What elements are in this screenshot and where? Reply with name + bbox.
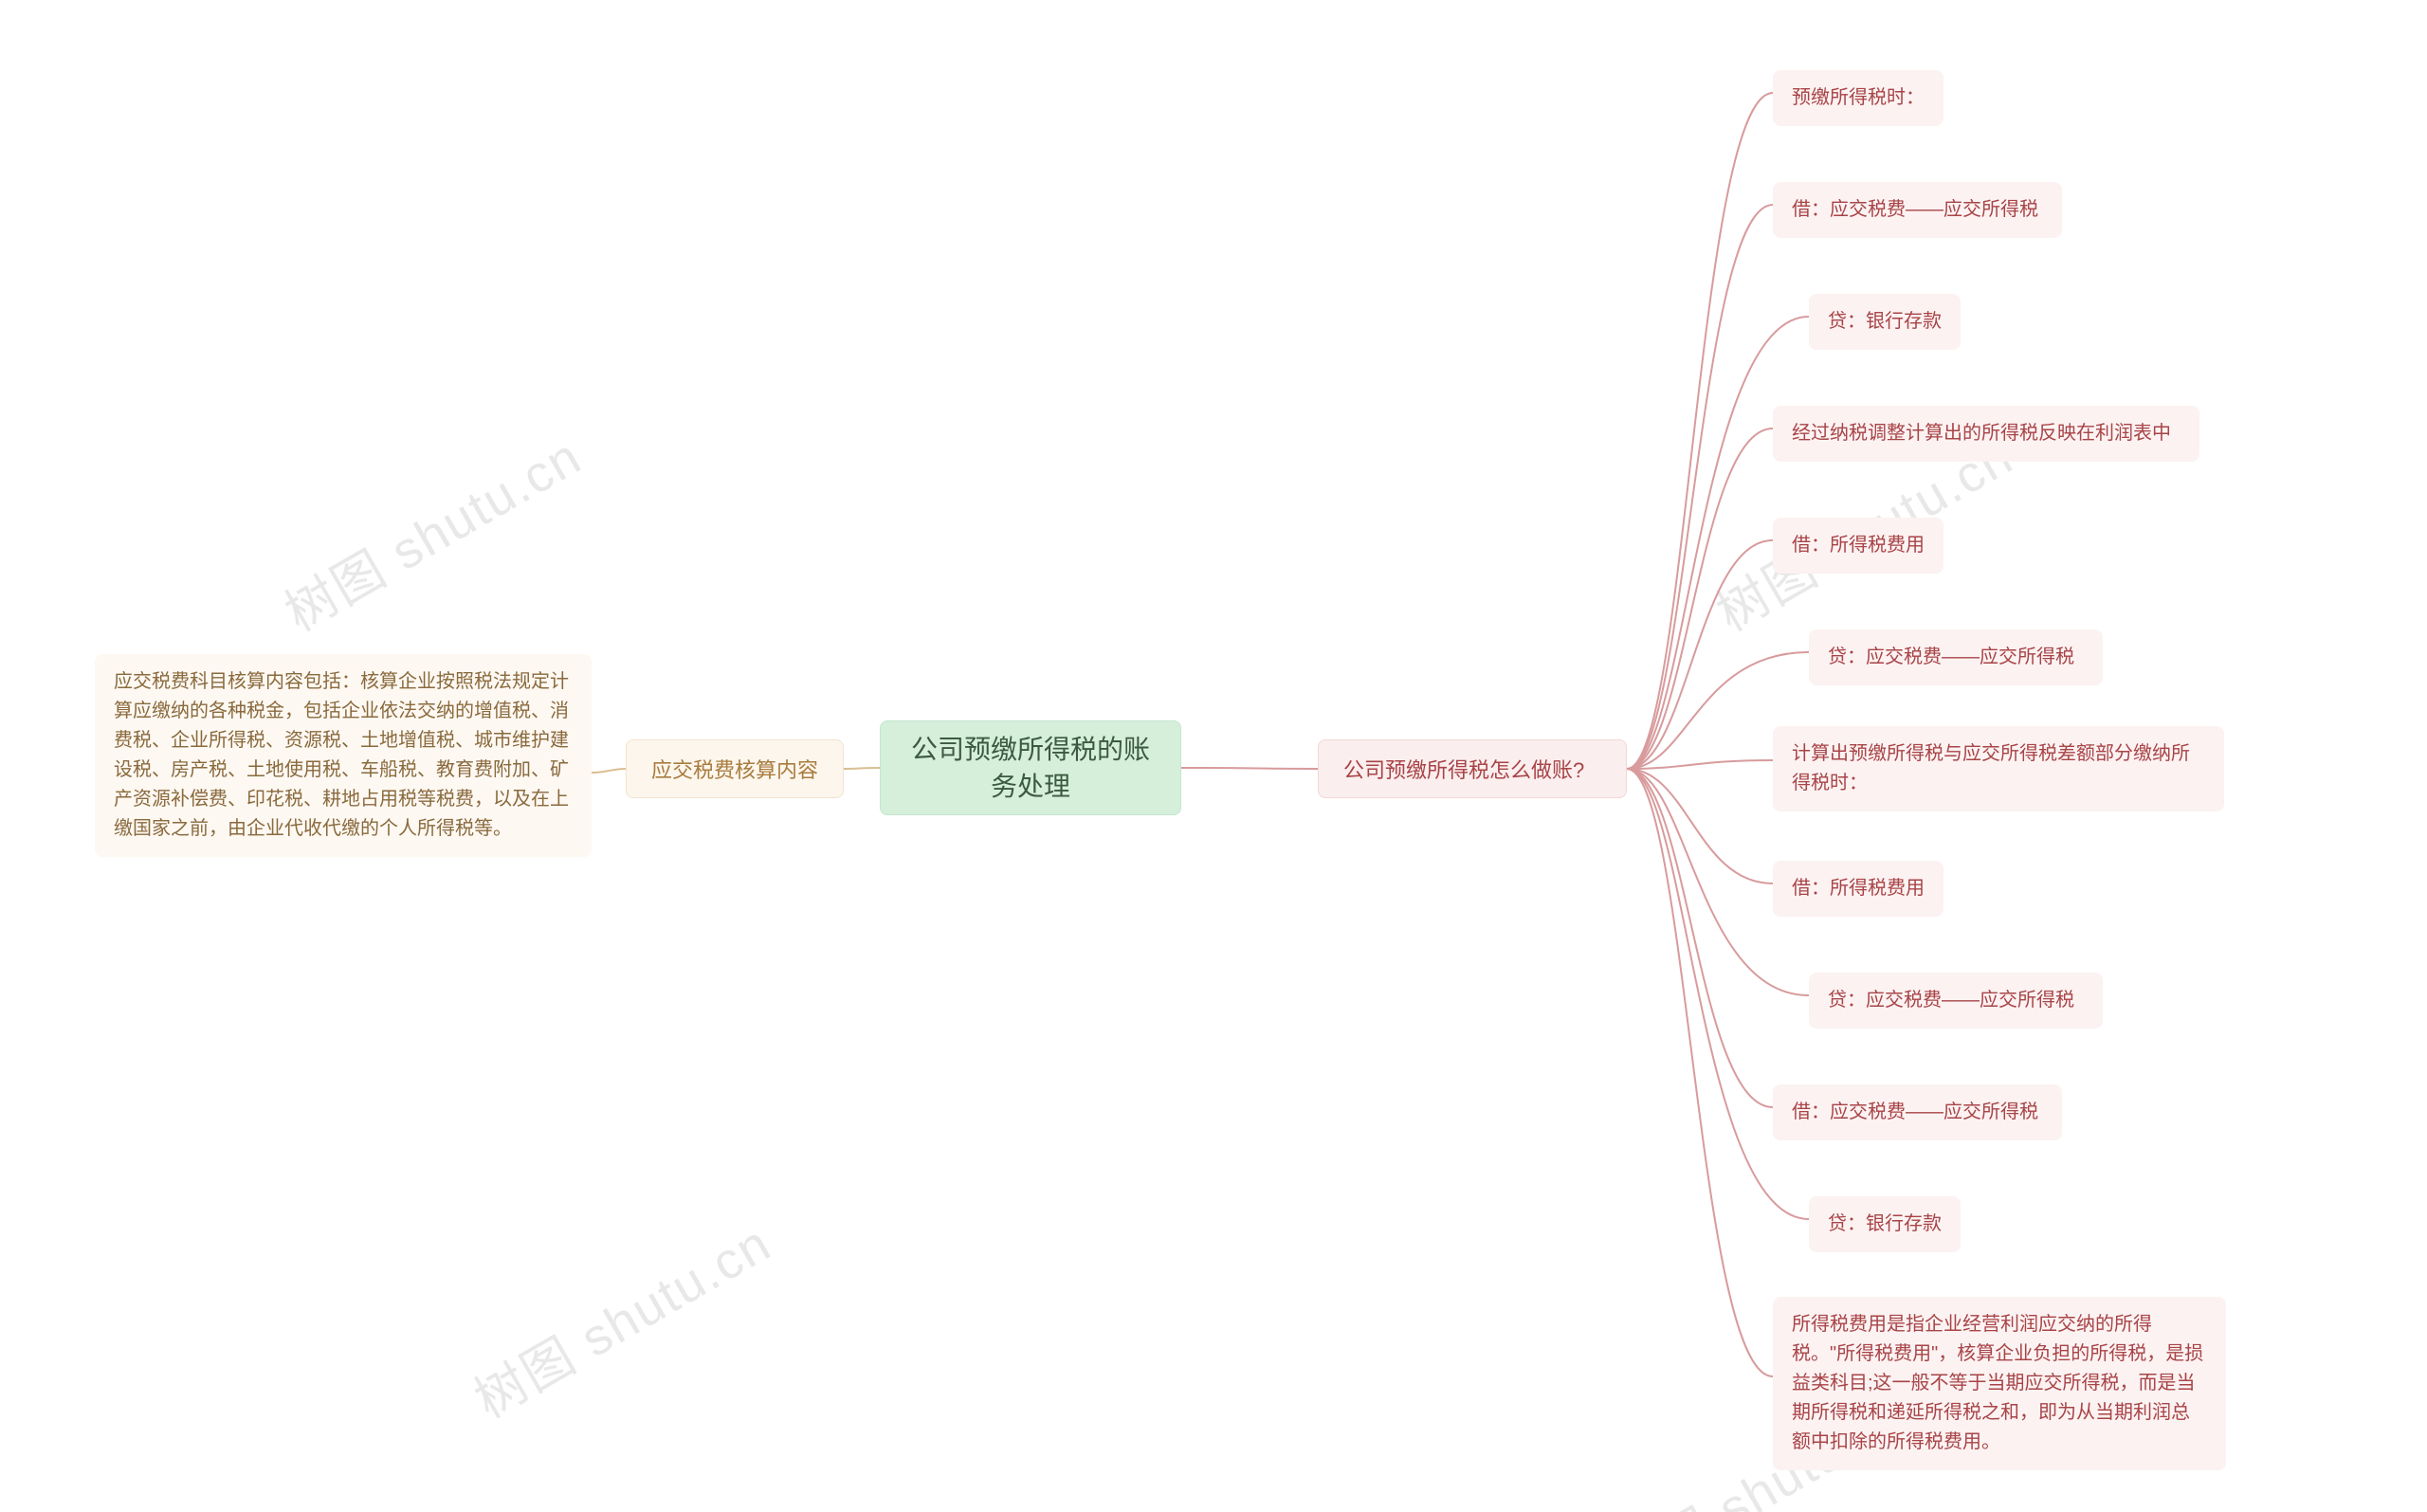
leaf-right-text: 贷：银行存款 [1828,1210,1942,1239]
leaf-right-item[interactable]: 所得税费用是指企业经营利润应交纳的所得税。"所得税费用"，核算企业负担的所得税，… [1773,1297,2226,1470]
leaf-right-item[interactable]: 贷：应交税费——应交所得税 [1809,973,2103,1029]
leaf-right-item[interactable]: 贷：银行存款 [1809,1196,1961,1252]
leaf-left-content[interactable]: 应交税费科目核算内容包括：核算企业按照税法规定计算应缴纳的各种税金，包括企业依法… [95,654,592,857]
leaf-left-text: 应交税费科目核算内容包括：核算企业按照税法规定计算应缴纳的各种税金，包括企业依法… [114,667,573,844]
branch-right[interactable]: 公司预缴所得税怎么做账? [1318,739,1627,798]
root-label: 公司预缴所得税的账务处理 [907,731,1154,805]
branch-left-label: 应交税费核算内容 [651,754,818,784]
leaf-right-item[interactable]: 借：应交税费——应交所得税 [1773,182,2062,238]
leaf-right-text: 计算出预缴所得税与应交所得税差额部分缴纳所得税时： [1792,739,2205,798]
leaf-right-item[interactable]: 计算出预缴所得税与应交所得税差额部分缴纳所得税时： [1773,726,2224,811]
leaf-right-text: 所得税费用是指企业经营利润应交纳的所得税。"所得税费用"，核算企业负担的所得税，… [1792,1310,2207,1457]
branch-left[interactable]: 应交税费核算内容 [626,739,844,798]
watermark: 树图 shutu.cn [459,1202,783,1432]
leaf-right-item[interactable]: 贷：应交税费——应交所得税 [1809,629,2103,685]
leaf-right-text: 借：所得税费用 [1792,531,1925,560]
branch-right-label: 公司预缴所得税怎么做账? [1343,754,1584,784]
leaf-right-text: 借：应交税费——应交所得税 [1792,1098,2038,1127]
leaf-right-item[interactable]: 贷：银行存款 [1809,294,1961,350]
leaf-right-text: 借：应交税费——应交所得税 [1792,195,2038,225]
leaf-right-item[interactable]: 经过纳税调整计算出的所得税反映在利润表中 [1773,406,2199,462]
watermark: 树图 shutu.cn [269,415,593,646]
mindmap-root-node[interactable]: 公司预缴所得税的账务处理 [880,720,1181,815]
leaf-right-text: 预缴所得税时： [1792,83,1925,113]
leaf-right-text: 贷：应交税费——应交所得税 [1828,643,2074,672]
leaf-right-item[interactable]: 借：所得税费用 [1773,518,1943,574]
leaf-right-text: 经过纳税调整计算出的所得税反映在利润表中 [1792,419,2171,448]
leaf-right-item[interactable]: 借：所得税费用 [1773,861,1943,917]
leaf-right-text: 贷：应交税费——应交所得税 [1828,986,2074,1015]
leaf-right-item[interactable]: 预缴所得税时： [1773,70,1943,126]
leaf-right-text: 贷：银行存款 [1828,307,1942,337]
leaf-right-item[interactable]: 借：应交税费——应交所得税 [1773,1084,2062,1140]
leaf-right-text: 借：所得税费用 [1792,874,1925,903]
